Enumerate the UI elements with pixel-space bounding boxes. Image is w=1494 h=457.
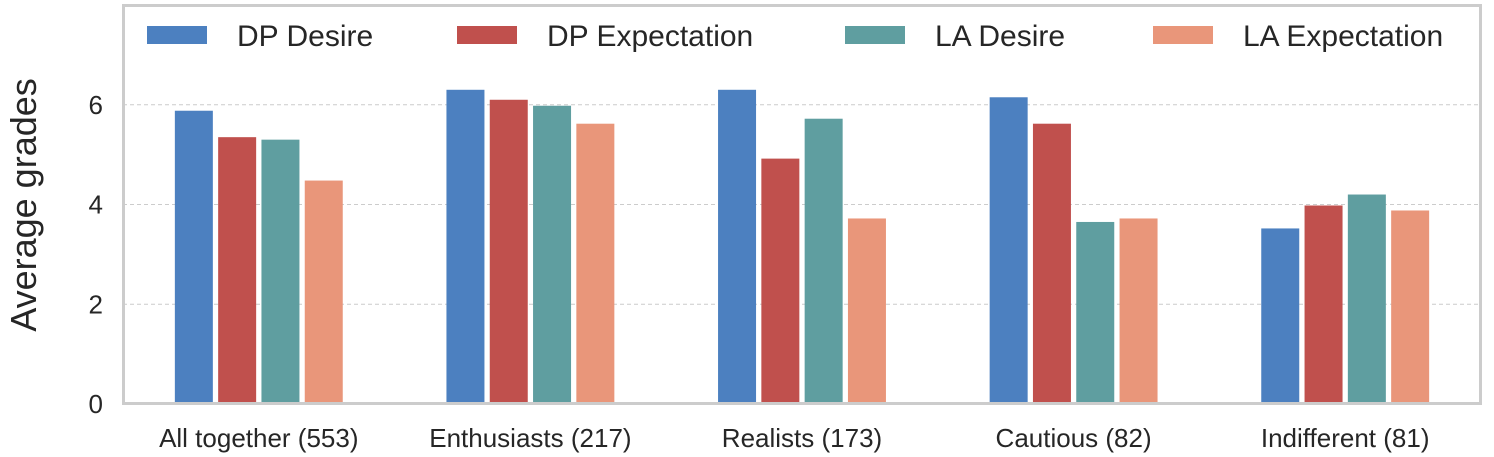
x-tick-label: Enthusiasts (217) <box>429 423 631 453</box>
legend-label: LA Desire <box>935 20 1065 53</box>
bar-dp-desire <box>1261 228 1300 404</box>
bar-la-expectation <box>576 123 615 404</box>
y-axis-title: Average grades <box>3 78 44 332</box>
bar-la-desire <box>533 105 572 404</box>
x-tick-label: Cautious (82) <box>996 423 1152 453</box>
bar-dp-desire <box>989 97 1028 405</box>
legend: DP Desire DP Expectation LA Desire LA Expec… <box>147 20 1443 53</box>
bar-la-desire <box>804 118 843 404</box>
bar-la-desire <box>1347 194 1386 404</box>
bar-la-desire <box>1076 221 1115 404</box>
bar-la-desire <box>261 139 300 404</box>
legend-swatch <box>845 26 905 44</box>
bars <box>174 89 1430 405</box>
y-tick-label: 2 <box>89 289 103 319</box>
bar-la-expectation <box>847 218 886 404</box>
plot-frame <box>122 4 1482 405</box>
gridlines <box>123 104 1481 305</box>
x-axis-ticks: All together (553) Enthusiasts (217) Reali… <box>159 423 1429 453</box>
legend-swatch <box>147 26 207 44</box>
legend-label: DP Expectation <box>547 20 753 53</box>
bar-la-expectation <box>1119 218 1158 404</box>
legend-swatch <box>457 26 517 44</box>
bar-dp-desire <box>718 89 757 404</box>
x-tick-label: Realists (173) <box>722 423 882 453</box>
bar-dp-expectation <box>1304 205 1343 404</box>
y-tick-label: 0 <box>89 389 103 419</box>
legend-label: DP Desire <box>237 20 373 53</box>
bar-dp-expectation <box>489 99 528 404</box>
legend-label: LA Expectation <box>1243 20 1443 53</box>
x-tick-label: Indifferent (81) <box>1261 423 1430 453</box>
y-tick-label: 6 <box>89 90 103 120</box>
bar-la-expectation <box>304 180 343 404</box>
y-axis-ticks: 0 2 4 6 <box>89 90 103 419</box>
bar-la-expectation <box>1391 210 1430 404</box>
bar-dp-expectation <box>761 158 800 404</box>
bar-dp-desire <box>446 89 485 404</box>
bar-dp-expectation <box>218 137 257 404</box>
bar-dp-expectation <box>1032 123 1071 404</box>
y-tick-label: 4 <box>89 190 103 220</box>
x-tick-label: All together (553) <box>159 423 358 453</box>
legend-swatch <box>1153 26 1213 44</box>
bar-dp-desire <box>174 110 213 405</box>
